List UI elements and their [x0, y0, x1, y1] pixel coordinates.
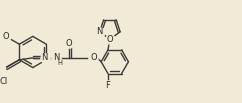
Text: N: N — [41, 53, 48, 62]
Text: N: N — [97, 27, 103, 36]
Text: O: O — [90, 53, 97, 62]
Text: Cl: Cl — [0, 77, 8, 86]
Text: O: O — [66, 39, 72, 48]
Text: O: O — [107, 35, 113, 44]
Text: O: O — [2, 32, 9, 41]
Text: H: H — [58, 60, 63, 66]
Text: F: F — [106, 81, 110, 90]
Text: N: N — [53, 53, 60, 62]
